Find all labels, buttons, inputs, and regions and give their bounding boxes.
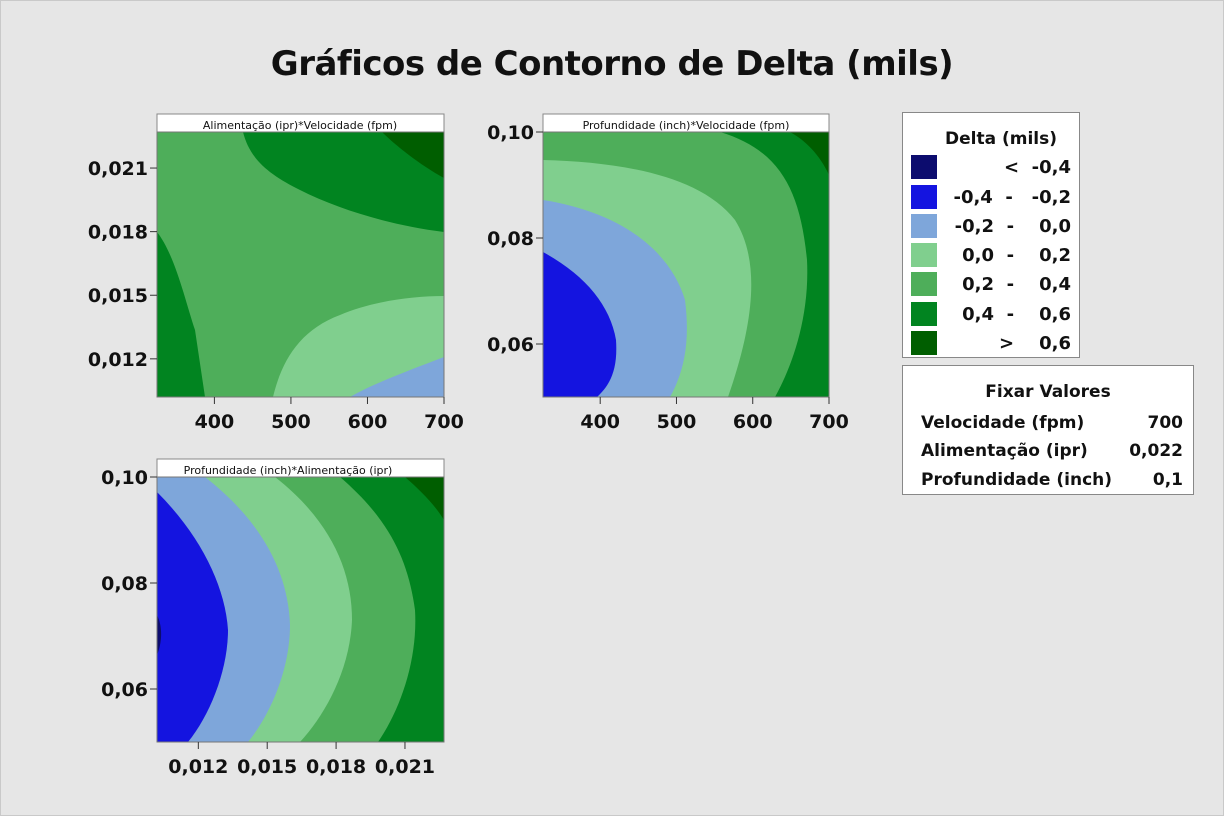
y-tick-label: 0,012 [88, 349, 148, 371]
contour-band [790, 132, 829, 175]
contour-band [543, 252, 617, 397]
hold-value: 0,1 [1152, 470, 1183, 490]
legend-range: > 0,6 [998, 333, 1071, 354]
hold-name: Alimentação (ipr) [921, 441, 1088, 461]
contour-band [243, 132, 444, 232]
y-tick-label: 0,018 [88, 222, 148, 244]
legend-range: -0,2 - 0,0 [954, 216, 1071, 237]
contour-panel-1: Alimentação (ipr)*Velocidade (fpm) 400 50… [88, 113, 464, 433]
x-tick-label: 0,021 [375, 756, 435, 778]
legend-swatch [911, 214, 937, 238]
legend-item: 0,2 - 0,4 [911, 272, 1073, 298]
y-axis-2: 0,06 0,08 0,10 [487, 122, 543, 356]
chart-title: Gráficos de Contorno de Delta (mils) [270, 44, 954, 84]
panel-1-title: Alimentação (ipr)*Velocidade (fpm) [203, 119, 397, 132]
x-tick-label: 500 [657, 411, 697, 433]
hold-row: Profundidade (inch) 0,1 [921, 466, 1183, 494]
contour-panel-3: Profundidade (inch)*Alimentação (ipr) 0,… [101, 458, 445, 778]
contour-band [350, 357, 444, 397]
legend-item: 0,4 - 0,6 [911, 302, 1073, 328]
contour-band [157, 232, 205, 397]
contour-panel-2: Profundidade (inch)*Velocidade (fpm) 400… [487, 113, 849, 433]
x-tick-label: 0,012 [168, 756, 228, 778]
hold-values-box: Fixar Valores Velocidade (fpm) 700 Alime… [902, 365, 1194, 495]
legend-item: -0,4 - -0,2 [911, 185, 1073, 211]
legend-swatch [911, 272, 937, 296]
hold-value: 0,022 [1129, 441, 1183, 461]
legend-swatch [911, 302, 937, 326]
y-tick-label: 0,015 [88, 285, 148, 307]
x-axis-3: 0,012 0,015 0,018 0,021 [168, 742, 435, 778]
x-tick-label: 400 [195, 411, 235, 433]
legend-range: 0,4 - 0,6 [962, 304, 1071, 325]
y-axis-1: 0,012 0,015 0,018 0,021 [88, 158, 157, 371]
y-tick-label: 0,08 [101, 573, 148, 595]
contour-band [157, 615, 162, 655]
legend-swatch [911, 185, 937, 209]
x-axis-2: 400 500 600 700 [580, 397, 849, 433]
legend-item: 0,0 - 0,2 [911, 243, 1073, 269]
x-tick-label: 700 [424, 411, 464, 433]
contour-band [273, 296, 444, 397]
legend-range: -0,4 - -0,2 [953, 187, 1071, 208]
panel-2-title: Profundidade (inch)*Velocidade (fpm) [583, 119, 790, 132]
legend-title: Delta (mils) [944, 129, 1057, 149]
hold-row: Velocidade (fpm) 700 [921, 409, 1183, 437]
x-axis-1: 400 500 600 700 [195, 397, 464, 433]
panel-3-title: Profundidade (inch)*Alimentação (ipr) [184, 464, 393, 477]
y-tick-label: 0,06 [101, 679, 148, 701]
contour-band [382, 132, 444, 178]
legend-swatch [911, 243, 937, 267]
legend-item: > 0,6 [911, 331, 1073, 357]
legend-range: 0,2 - 0,4 [962, 274, 1071, 295]
legend-item: -0,2 - 0,0 [911, 214, 1073, 240]
y-tick-label: 0,10 [101, 467, 148, 489]
y-tick-label: 0,08 [487, 228, 534, 250]
x-tick-label: 0,015 [237, 756, 297, 778]
contour-band [405, 477, 444, 520]
x-tick-label: 0,018 [306, 756, 366, 778]
x-tick-label: 700 [809, 411, 849, 433]
legend-swatch [911, 155, 937, 179]
y-axis-3: 0,06 0,08 0,10 [101, 467, 157, 701]
hold-values-title: Fixar Valores [985, 382, 1111, 402]
legend-range: 0,0 - 0,2 [962, 245, 1071, 266]
hold-name: Profundidade (inch) [921, 470, 1113, 490]
x-tick-label: 600 [733, 411, 773, 433]
hold-row: Alimentação (ipr) 0,022 [921, 437, 1183, 465]
hold-name: Velocidade (fpm) [921, 413, 1085, 433]
y-tick-label: 0,06 [487, 334, 534, 356]
x-tick-label: 500 [271, 411, 311, 433]
contour-band [157, 492, 228, 742]
x-tick-label: 400 [580, 411, 620, 433]
x-tick-label: 600 [348, 411, 388, 433]
legend-item: < -0,4 [911, 155, 1073, 181]
hold-value: 700 [1147, 413, 1184, 433]
contour-legend: Delta (mils) < -0,4 -0,4 - -0,2 -0,2 - 0… [902, 112, 1080, 358]
legend-range: < -0,4 [1004, 157, 1071, 178]
legend-swatch [911, 331, 937, 355]
y-tick-label: 0,021 [88, 158, 148, 180]
y-tick-label: 0,10 [487, 122, 534, 144]
